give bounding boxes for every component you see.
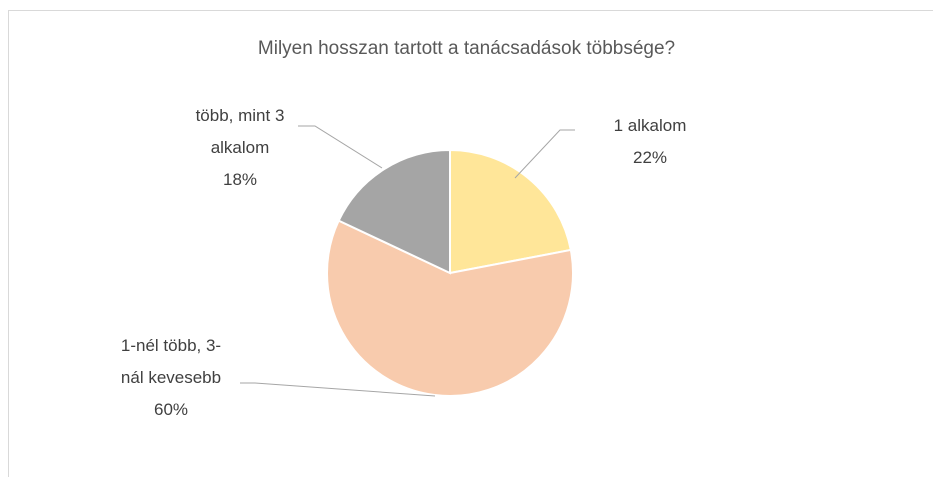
value-label: 22%	[632, 148, 668, 167]
leader-line	[240, 382, 436, 397]
leader-line	[514, 129, 575, 179]
category-label: 1 alkalom	[613, 116, 687, 135]
pie-slice	[326, 219, 574, 397]
pie-slice	[337, 148, 451, 275]
pie-slice	[449, 148, 572, 275]
leader-line	[298, 125, 383, 169]
chart-title: Milyen hosszan tartott a tanácsadások tö…	[257, 38, 676, 59]
chart-border	[8, 10, 933, 477]
category-label: 1-nél több, 3-nál kevesebb	[120, 336, 222, 387]
data-label: 1 alkalom 22%	[580, 110, 720, 174]
value-label: 60%	[153, 400, 189, 419]
data-label: 1-nél több, 3-nál kevesebb 60%	[110, 330, 232, 426]
value-label: 18%	[222, 170, 258, 189]
data-label: több, mint 3 alkalom 18%	[178, 100, 302, 196]
category-label: több, mint 3 alkalom	[195, 106, 285, 157]
